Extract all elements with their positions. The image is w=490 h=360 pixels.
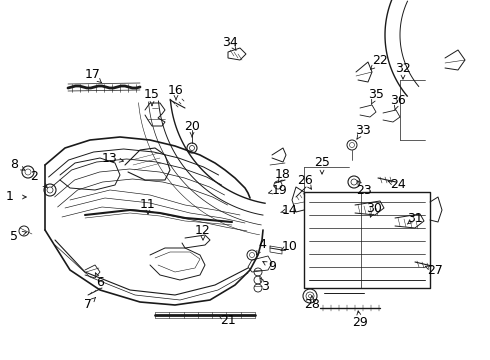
Text: 20: 20 <box>184 121 200 134</box>
Text: 3: 3 <box>261 279 269 292</box>
Text: 31: 31 <box>407 211 423 225</box>
Text: 2: 2 <box>30 170 38 183</box>
Text: 25: 25 <box>314 157 330 170</box>
Text: 30: 30 <box>366 202 382 215</box>
Text: 1: 1 <box>6 190 14 203</box>
Text: 11: 11 <box>140 198 156 211</box>
Text: 32: 32 <box>395 62 411 75</box>
Text: 8: 8 <box>10 158 18 171</box>
Text: 36: 36 <box>390 94 406 107</box>
Text: 4: 4 <box>258 238 266 252</box>
Text: 28: 28 <box>304 298 320 311</box>
Text: 19: 19 <box>272 184 288 197</box>
Text: 17: 17 <box>85 68 101 81</box>
Text: 6: 6 <box>96 276 104 289</box>
Text: 7: 7 <box>84 298 92 311</box>
Text: 33: 33 <box>355 123 371 136</box>
Text: 29: 29 <box>352 315 368 328</box>
Text: 10: 10 <box>282 239 298 252</box>
Text: 14: 14 <box>282 203 298 216</box>
Text: 34: 34 <box>222 36 238 49</box>
Text: 35: 35 <box>368 89 384 102</box>
Text: 15: 15 <box>144 89 160 102</box>
Text: 21: 21 <box>220 314 236 327</box>
Text: 23: 23 <box>356 184 372 197</box>
Text: 13: 13 <box>102 152 118 165</box>
Text: 5: 5 <box>10 230 18 243</box>
Text: 24: 24 <box>390 179 406 192</box>
Text: 12: 12 <box>195 224 211 237</box>
Text: 22: 22 <box>372 54 388 67</box>
Text: 18: 18 <box>275 168 291 181</box>
Text: 27: 27 <box>427 264 443 276</box>
Text: 16: 16 <box>168 84 184 96</box>
Text: 26: 26 <box>297 174 313 186</box>
Text: 9: 9 <box>268 261 276 274</box>
